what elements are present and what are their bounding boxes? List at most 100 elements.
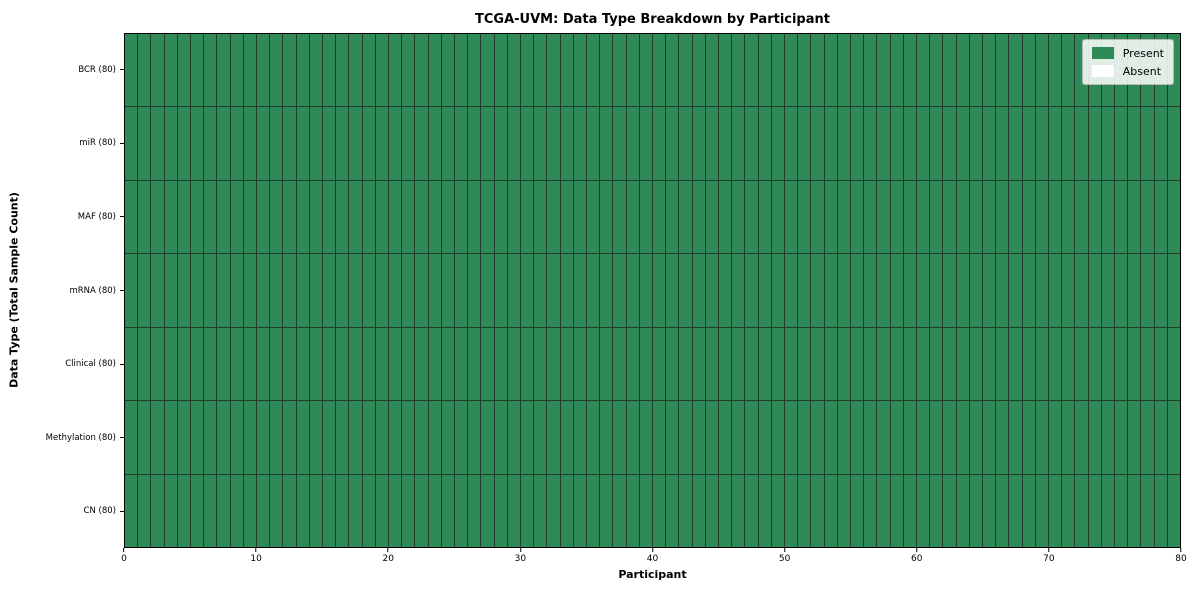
x-tick-label: 80 bbox=[1175, 554, 1187, 564]
heatmap-cell bbox=[547, 401, 560, 474]
heatmap-cell bbox=[441, 327, 454, 401]
heatmap-cell bbox=[1035, 474, 1048, 547]
heatmap-cell bbox=[520, 474, 534, 547]
heatmap-cell bbox=[1022, 401, 1035, 474]
heatmap-cell bbox=[151, 254, 164, 327]
heatmap-cell bbox=[1075, 327, 1088, 401]
heatmap-cell bbox=[283, 474, 296, 547]
heatmap-cell bbox=[1009, 327, 1022, 401]
heatmap-cell bbox=[560, 401, 573, 474]
heatmap-cell bbox=[1048, 107, 1062, 180]
heatmap-cell bbox=[1088, 107, 1101, 180]
heatmap-cell bbox=[494, 254, 507, 327]
heatmap-cell bbox=[138, 254, 151, 327]
heatmap-cell bbox=[468, 474, 481, 547]
heatmap-cell bbox=[1088, 401, 1101, 474]
heatmap-cell bbox=[996, 34, 1009, 107]
heatmap-cell bbox=[151, 401, 164, 474]
heatmap-cell bbox=[982, 107, 996, 180]
heatmap-cell bbox=[270, 34, 283, 107]
heatmap-cell bbox=[177, 34, 190, 107]
heatmap-cell bbox=[573, 327, 586, 401]
heatmap-cell bbox=[1075, 180, 1088, 254]
y-tick-mark bbox=[120, 142, 124, 144]
heatmap-cell bbox=[428, 180, 441, 254]
heatmap-cell bbox=[296, 401, 309, 474]
heatmap-cell bbox=[256, 34, 270, 107]
heatmap-cell bbox=[1141, 107, 1154, 180]
heatmap-cell bbox=[811, 180, 824, 254]
heatmap-cell bbox=[969, 180, 982, 254]
heatmap-cell bbox=[454, 107, 468, 180]
heatmap-cell bbox=[151, 327, 164, 401]
heatmap-cell bbox=[771, 107, 784, 180]
heatmap-cell bbox=[468, 34, 481, 107]
heatmap-cell bbox=[270, 107, 283, 180]
heatmap-cell bbox=[441, 34, 454, 107]
heatmap-cell bbox=[877, 474, 890, 547]
heatmap-cell bbox=[547, 327, 560, 401]
y-tick: MAF (80) bbox=[78, 212, 124, 222]
heatmap-cell bbox=[798, 401, 811, 474]
heatmap-cell bbox=[138, 327, 151, 401]
heatmap-cell bbox=[560, 34, 573, 107]
x-tick-mark bbox=[387, 548, 389, 552]
heatmap-cell bbox=[969, 401, 982, 474]
heatmap-cell bbox=[468, 107, 481, 180]
heatmap-cell bbox=[666, 254, 679, 327]
heatmap-cell bbox=[454, 254, 468, 327]
heatmap-cell bbox=[402, 474, 415, 547]
heatmap-cell bbox=[745, 180, 758, 254]
heatmap-cell bbox=[1048, 474, 1062, 547]
heatmap-cell bbox=[732, 254, 745, 327]
heatmap-cell bbox=[217, 180, 230, 254]
heatmap-cell bbox=[956, 401, 969, 474]
heatmap-cell bbox=[956, 474, 969, 547]
heatmap-cell bbox=[415, 254, 428, 327]
heatmap-cell bbox=[243, 180, 256, 254]
heatmap-cell bbox=[243, 254, 256, 327]
heatmap-cell bbox=[943, 34, 956, 107]
heatmap-cell bbox=[309, 34, 322, 107]
heatmap-cell bbox=[243, 34, 256, 107]
heatmap-cell bbox=[1167, 474, 1180, 547]
heatmap-cell bbox=[679, 401, 692, 474]
heatmap-cell bbox=[1075, 254, 1088, 327]
heatmap-cell bbox=[375, 474, 388, 547]
heatmap-cell bbox=[296, 180, 309, 254]
heatmap-cell bbox=[732, 474, 745, 547]
heatmap-cell bbox=[138, 401, 151, 474]
heatmap-cell bbox=[573, 107, 586, 180]
heatmap-cell bbox=[441, 107, 454, 180]
heatmap-cell bbox=[982, 254, 996, 327]
heatmap-cell bbox=[481, 401, 494, 474]
x-tick-label: 70 bbox=[1043, 554, 1055, 564]
heatmap-cell bbox=[1035, 254, 1048, 327]
heatmap-cell bbox=[1154, 180, 1167, 254]
heatmap-cell bbox=[270, 254, 283, 327]
x-axis-label: Participant bbox=[618, 568, 687, 581]
heatmap-cell bbox=[1022, 107, 1035, 180]
heatmap-cell bbox=[336, 401, 349, 474]
legend: Present Absent bbox=[1081, 39, 1174, 85]
heatmap-cell bbox=[1022, 180, 1035, 254]
heatmap-cell bbox=[256, 401, 270, 474]
heatmap-cell bbox=[639, 327, 652, 401]
heatmap-cell bbox=[1035, 327, 1048, 401]
heatmap-cell bbox=[1167, 327, 1180, 401]
x-tick: 50 bbox=[779, 548, 790, 564]
heatmap-cell bbox=[1035, 401, 1048, 474]
chart-title: TCGA-UVM: Data Type Breakdown by Partici… bbox=[475, 12, 830, 27]
y-tick-label: miR (80) bbox=[79, 138, 116, 149]
heatmap-grid bbox=[125, 34, 1180, 547]
heatmap-cell bbox=[864, 474, 877, 547]
heatmap-cell bbox=[1167, 401, 1180, 474]
heatmap-cell bbox=[613, 401, 626, 474]
y-tick-label: CN (80) bbox=[83, 506, 116, 517]
heatmap-cell bbox=[666, 107, 679, 180]
heatmap-cell bbox=[1022, 474, 1035, 547]
heatmap-cell bbox=[204, 180, 217, 254]
heatmap-cell bbox=[230, 180, 243, 254]
heatmap-cell bbox=[454, 327, 468, 401]
heatmap-cell bbox=[837, 107, 850, 180]
